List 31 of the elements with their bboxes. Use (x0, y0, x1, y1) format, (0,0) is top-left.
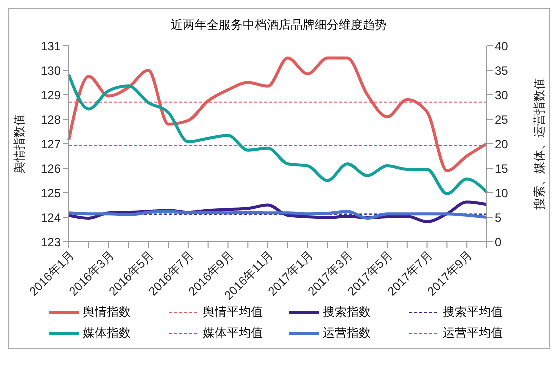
y2-tick-label: 30 (495, 88, 509, 102)
y2-tick-label: 0 (495, 235, 502, 250)
y-tick-label: 127 (40, 137, 62, 152)
legend-label: 媒体平均值 (203, 325, 263, 342)
legend-label: 运营指数 (323, 325, 371, 342)
y-tick-label: 126 (40, 162, 62, 176)
y-tick-label: 128 (40, 112, 62, 127)
y-tick-label: 125 (40, 186, 62, 200)
y-tick-label: 123 (40, 235, 62, 250)
y2-tick-label: 35 (495, 64, 509, 78)
y-axis-title: 舆情指数值 (12, 114, 26, 174)
y2-tick-label: 20 (495, 137, 509, 152)
y2-tick-label: 40 (495, 39, 509, 54)
legend-label: 搜索指数 (323, 304, 371, 321)
y-tick-label: 130 (40, 64, 62, 78)
y-tick-label: 131 (40, 39, 62, 54)
line-series (68, 73, 488, 196)
y2-axis-title: 搜索、媒体、运营指数值 (532, 78, 546, 210)
y-tick-label: 124 (40, 210, 62, 225)
line-series (68, 56, 488, 172)
legend-label: 搜索平均值 (443, 304, 503, 321)
y2-tick-label: 25 (495, 112, 509, 127)
y2-tick-label: 5 (495, 210, 502, 225)
chart-title: 近两年全服务中档酒店品牌细分维度趋势 (170, 17, 388, 34)
y2-tick-label: 10 (495, 186, 509, 200)
legend-label: 媒体指数 (83, 325, 131, 342)
legend-label: 舆情指数 (83, 304, 131, 321)
y-tick-label: 129 (40, 88, 62, 102)
y2-tick-label: 15 (495, 162, 509, 176)
legend-label: 舆情平均值 (203, 304, 263, 321)
legend-label: 运营平均值 (443, 325, 503, 342)
